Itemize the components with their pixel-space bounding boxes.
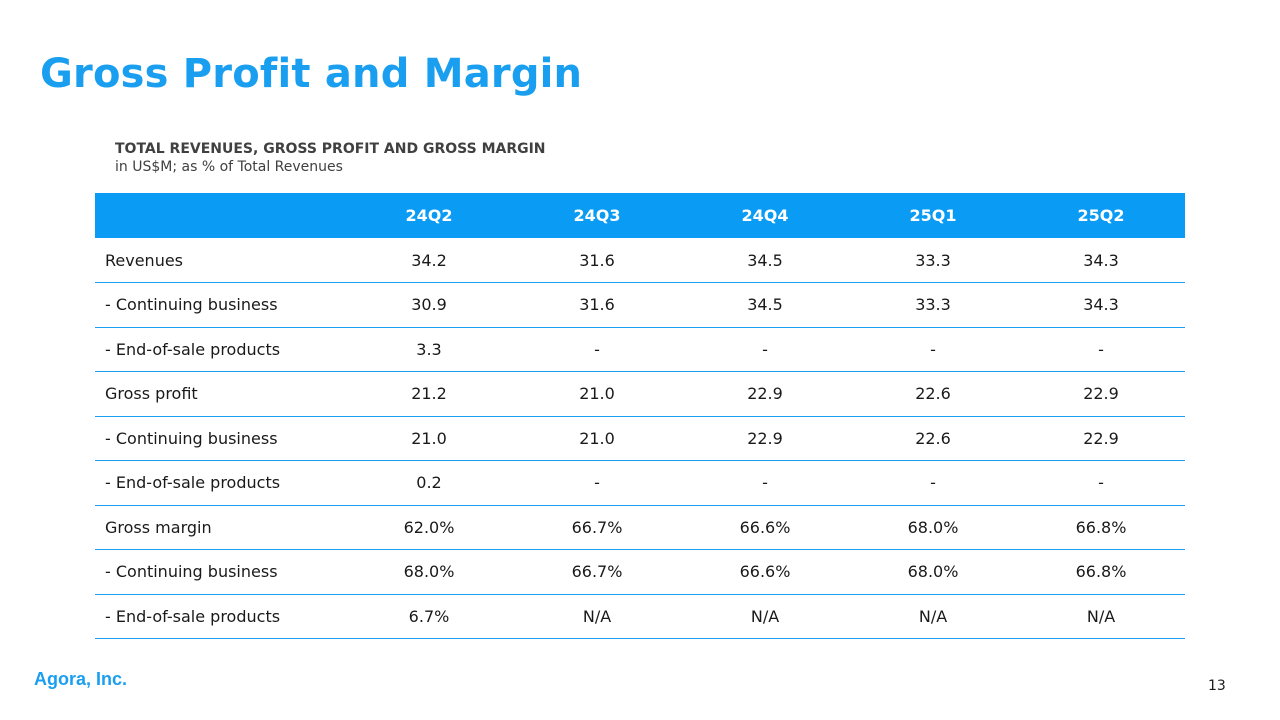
table-cell: - [681,327,849,372]
table-cell: 66.8% [1017,549,1185,595]
table-cell: N/A [849,594,1017,639]
table-cell: 0.2 [345,460,513,506]
table-cell: 22.9 [1017,371,1185,417]
table-cell: 31.6 [513,238,681,283]
page-number: 13 [1208,678,1226,694]
table-cell: 33.3 [849,238,1017,283]
table-row: Gross profit 21.2 21.0 22.9 22.6 22.9 [95,371,1185,417]
table-cell: 6.7% [345,594,513,639]
table-cell: 31.6 [513,282,681,328]
table-cell: 68.0% [345,549,513,595]
table-cell: 66.7% [513,549,681,595]
page-title: Gross Profit and Margin [40,51,583,97]
table-row: - Continuing business 30.9 31.6 34.5 33.3 34.… [95,282,1185,328]
table-cell: 34.3 [1017,282,1185,328]
row-label: Gross profit [95,371,345,417]
table-row: Gross margin 62.0% 66.7% 66.6% 68.0% 66.8% [95,505,1185,550]
table-row: - Continuing business 21.0 21.0 22.9 22.6 22.… [95,416,1185,461]
table-cell: - [1017,327,1185,372]
financial-table: 24Q2 24Q3 24Q4 25Q1 25Q2 Revenues 34.2 31.… [95,193,1185,639]
table-header-row: 24Q2 24Q3 24Q4 25Q1 25Q2 [95,193,1185,238]
row-label: - End-of-sale products [95,460,345,506]
table-row: - Continuing business 68.0% 66.7% 66.6% 68.0… [95,549,1185,595]
table-cell: - [849,460,1017,506]
table-row: - End-of-sale products 6.7% N/A N/A N/A N/A [95,594,1185,639]
table-cell: - [513,460,681,506]
table-cell: N/A [513,594,681,639]
table-cell: 34.3 [1017,238,1185,283]
row-label: - Continuing business [95,416,345,461]
table-title: TOTAL REVENUES, GROSS PROFIT AND GROSS M… [115,141,546,157]
row-label: - End-of-sale products [95,594,345,639]
table-row: - End-of-sale products 0.2- - - - [95,460,1185,506]
table-cell: 30.9 [345,282,513,328]
row-label: - Continuing business [95,549,345,595]
table-cell: N/A [681,594,849,639]
table-cell: 34.5 [681,238,849,283]
header-cell-24q4: 24Q4 [741,206,789,225]
table-cell: 34.2 [345,238,513,283]
table-cell: N/A [1017,594,1185,639]
table-cell: 21.2 [345,371,513,417]
table-cell: 66.7% [513,505,681,550]
table-cell: 3.3 [345,327,513,372]
header-cell-25q2: 25Q2 [1077,206,1125,225]
table-cell: 68.0% [849,549,1017,595]
table-cell: 66.6% [681,505,849,550]
table-cell: 21.0 [513,371,681,417]
row-label: Revenues [95,238,345,283]
table-row: Revenues 34.2 31.6 34.5 33.3 34.3 [95,238,1185,283]
table-caption: TOTAL REVENUES, GROSS PROFIT AND GROSS M… [115,140,546,176]
table-cell: 21.0 [513,416,681,461]
table-cell: 34.5 [681,282,849,328]
table-row: - End-of-sale products 3.3- - - - [95,327,1185,372]
table-cell: 22.6 [849,371,1017,417]
table-cell: 22.9 [1017,416,1185,461]
table-cell: 66.6% [681,549,849,595]
row-label: - End-of-sale products [95,327,345,372]
table-cell: - [513,327,681,372]
header-cell-24q3: 24Q3 [573,206,621,225]
header-cell-label [95,193,345,238]
table-cell: 22.9 [681,371,849,417]
table-cell: - [681,460,849,506]
table-cell: 66.8% [1017,505,1185,550]
table-cell: 33.3 [849,282,1017,328]
table-cell: - [849,327,1017,372]
table-cell: - [1017,460,1185,506]
table-cell: 22.6 [849,416,1017,461]
header-cell-25q1: 25Q1 [909,206,957,225]
table-units-note: in US$M; as % of Total Revenues [115,159,343,175]
table-cell: 68.0% [849,505,1017,550]
row-label: - Continuing business [95,282,345,328]
company-logo: Agora, Inc. [34,669,128,689]
table-cell: 21.0 [345,416,513,461]
table-cell: 22.9 [681,416,849,461]
header-cell-24q2: 24Q2 [405,206,453,225]
row-label: Gross margin [95,505,345,550]
table-cell: 62.0% [345,505,513,550]
